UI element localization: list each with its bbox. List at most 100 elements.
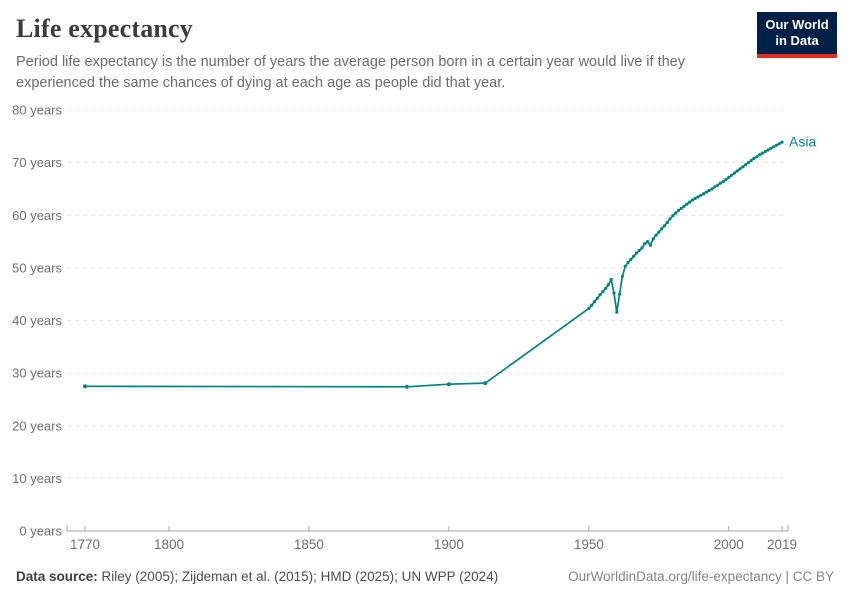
data-point[interactable] <box>721 180 725 184</box>
owid-logo-line2: in Data <box>775 33 819 49</box>
data-source-note: Data source: Riley (2005); Zijdeman et a… <box>16 569 498 584</box>
data-point[interactable] <box>446 382 451 387</box>
data-point[interactable] <box>601 290 605 294</box>
series-label[interactable]: Asia <box>789 134 816 150</box>
x-axis-tick-label: 2000 <box>714 537 744 552</box>
data-point[interactable] <box>758 153 762 157</box>
y-axis-tick-label: 40 years <box>12 313 62 328</box>
data-point[interactable] <box>660 227 664 231</box>
y-axis-tick-label: 80 years <box>12 103 62 118</box>
data-point[interactable] <box>648 243 653 247</box>
data-point[interactable] <box>780 140 784 144</box>
data-point[interactable] <box>634 251 639 255</box>
data-point[interactable] <box>730 173 734 177</box>
data-point[interactable] <box>626 261 630 265</box>
data-point[interactable] <box>704 190 709 194</box>
x-axis-tick-label: 1770 <box>70 537 100 552</box>
data-point[interactable] <box>772 145 776 149</box>
owid-logo-line1: Our World <box>765 17 829 32</box>
data-point[interactable] <box>629 257 633 262</box>
data-point[interactable] <box>702 192 706 196</box>
x-axis-tick-label: 1950 <box>574 537 604 552</box>
data-point[interactable] <box>682 204 686 208</box>
x-axis-line <box>66 525 789 532</box>
data-point[interactable] <box>760 151 765 155</box>
y-axis-tick-label: 50 years <box>12 260 62 275</box>
data-point[interactable] <box>609 277 613 282</box>
data-point[interactable] <box>618 292 622 296</box>
data-point[interactable] <box>732 171 737 175</box>
data-point[interactable] <box>643 242 647 246</box>
chart-subtitle: Period life expectancy is the number of … <box>16 54 685 91</box>
data-point[interactable] <box>665 221 669 225</box>
page-title: Life expectancy <box>16 14 194 43</box>
data-point[interactable] <box>735 169 739 173</box>
y-axis-tick-label: 10 years <box>12 471 62 486</box>
data-point[interactable] <box>587 306 591 310</box>
data-point[interactable] <box>651 237 655 241</box>
data-point[interactable] <box>679 206 683 210</box>
data-point[interactable] <box>699 193 703 197</box>
data-point[interactable] <box>752 156 756 160</box>
data-point[interactable] <box>716 183 720 187</box>
owid-logo[interactable]: Our World in Data <box>757 12 837 58</box>
data-point[interactable] <box>632 254 636 258</box>
data-point[interactable] <box>646 240 650 244</box>
data-point[interactable] <box>766 148 770 152</box>
data-point[interactable] <box>657 230 661 234</box>
data-point[interactable] <box>590 303 594 307</box>
data-point[interactable] <box>83 384 87 389</box>
data-point[interactable] <box>749 158 753 163</box>
data-point[interactable] <box>696 195 700 199</box>
data-point[interactable] <box>654 233 658 237</box>
data-point[interactable] <box>707 188 711 193</box>
y-axis-tick-label: 30 years <box>12 366 62 381</box>
x-axis-tick-label: 2019 <box>767 537 797 552</box>
data-point[interactable] <box>738 167 742 171</box>
data-point[interactable] <box>615 310 619 314</box>
data-point[interactable] <box>763 150 767 154</box>
chart-footer: Data source: Riley (2005); Zijdeman et a… <box>16 569 834 584</box>
data-point[interactable] <box>620 274 625 278</box>
data-point[interactable] <box>662 224 667 228</box>
data-point[interactable] <box>623 264 627 268</box>
data-point[interactable] <box>724 177 728 182</box>
y-axis-tick-label: 70 years <box>12 155 62 170</box>
data-point[interactable] <box>693 196 697 200</box>
data-point[interactable] <box>674 211 678 215</box>
data-point[interactable] <box>404 384 409 389</box>
data-point[interactable] <box>690 198 695 202</box>
data-point[interactable] <box>598 293 602 297</box>
data-point[interactable] <box>606 283 611 287</box>
data-point[interactable] <box>595 296 599 300</box>
data-point[interactable] <box>769 146 773 150</box>
y-axis-tick-label: 60 years <box>12 208 62 223</box>
y-axis-tick-label: 20 years <box>12 418 62 433</box>
data-point[interactable] <box>592 300 597 304</box>
data-point[interactable] <box>746 161 751 165</box>
data-point[interactable] <box>637 248 641 253</box>
data-point[interactable] <box>688 200 692 204</box>
data-point[interactable] <box>713 185 717 189</box>
data-point[interactable] <box>685 202 689 206</box>
data-point[interactable] <box>777 142 781 146</box>
data-line[interactable] <box>84 141 783 388</box>
data-point[interactable] <box>774 143 779 147</box>
data-point[interactable] <box>483 381 488 386</box>
data-point[interactable] <box>676 208 681 213</box>
data-point[interactable] <box>612 291 616 295</box>
data-point[interactable] <box>718 181 723 185</box>
data-point[interactable] <box>755 155 759 159</box>
data-point[interactable] <box>744 163 748 167</box>
data-point[interactable] <box>710 187 714 191</box>
data-point[interactable] <box>727 175 731 179</box>
data-point[interactable] <box>604 286 608 290</box>
data-point[interactable] <box>668 217 672 221</box>
data-point[interactable] <box>640 246 644 250</box>
data-point[interactable] <box>671 214 675 218</box>
data-source-label: Data source: <box>16 569 98 584</box>
data-point[interactable] <box>741 165 745 169</box>
footer-link[interactable]: OurWorldinData.org/life-expectancy | CC … <box>568 569 834 584</box>
